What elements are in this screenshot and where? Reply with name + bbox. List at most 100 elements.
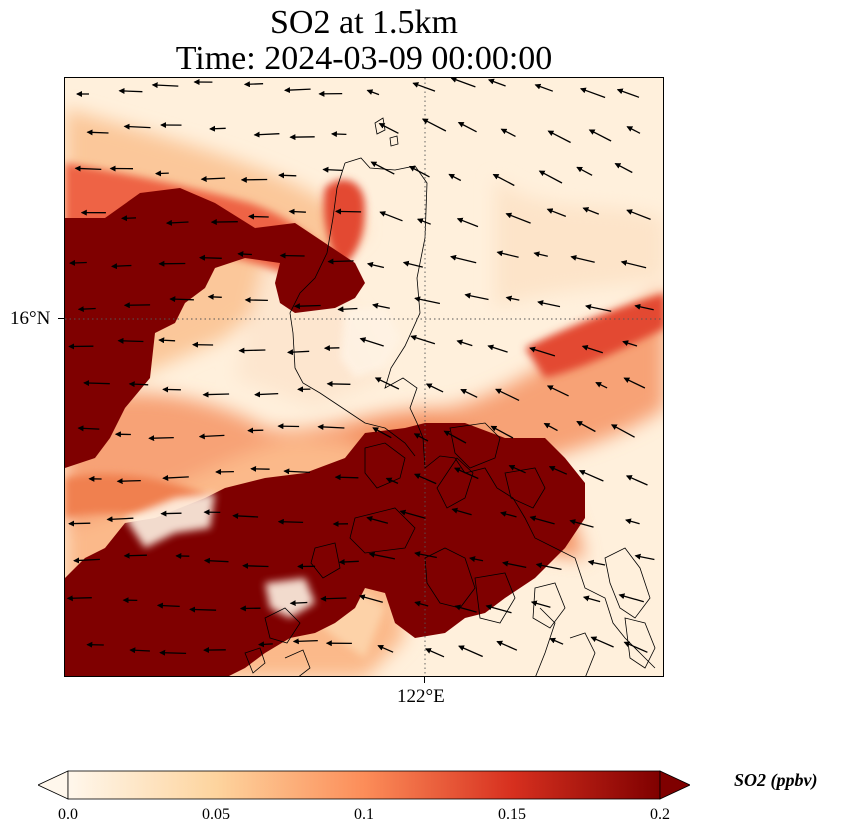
- wind-arrow: [366, 261, 385, 269]
- wind-arrow: [408, 165, 430, 178]
- wind-arrow: [587, 559, 606, 566]
- wind-arrow: [258, 641, 273, 648]
- so2-map-svg: [65, 78, 663, 676]
- wind-arrow: [464, 292, 489, 301]
- wind-arrow: [199, 254, 222, 261]
- wind-arrow: [288, 208, 306, 215]
- wind-arrow: [320, 595, 347, 602]
- wind-arrow: [244, 297, 268, 304]
- wind-arrow: [379, 211, 403, 222]
- wind-arrow: [569, 519, 594, 528]
- wind-arrow: [372, 427, 392, 439]
- wind-arrow: [121, 215, 137, 222]
- wind-arrow: [450, 254, 477, 264]
- wind-arrow: [129, 647, 150, 654]
- colorbar-tick-2: 0.1: [354, 806, 374, 823]
- wind-arrow: [458, 645, 483, 658]
- wind-arrow: [620, 260, 647, 269]
- colorbar-unit-label: SO2 (ppbv): [734, 770, 818, 790]
- wind-arrow: [626, 209, 651, 221]
- wind-arrow: [279, 252, 305, 259]
- wind-arrow: [412, 82, 436, 92]
- wind-arrow: [159, 649, 187, 656]
- wind-arrow: [334, 474, 359, 481]
- wind-arrow: [496, 640, 518, 651]
- wind-arrow: [189, 606, 217, 613]
- wind-arrow: [505, 212, 531, 224]
- wind-arrow: [399, 509, 426, 519]
- wind-arrow: [634, 553, 655, 561]
- wind-arrow: [377, 644, 394, 653]
- wind-arrow: [460, 388, 478, 398]
- wind-arrow: [155, 170, 169, 177]
- map-title: SO2 at 1.5km: [270, 4, 458, 41]
- map-time-subtitle: Time: 2024-03-09 00:00:00: [175, 40, 553, 77]
- wind-arrow: [248, 213, 269, 220]
- wind-arrow: [616, 88, 640, 98]
- wind-arrow: [278, 172, 297, 179]
- wind-arrow: [289, 600, 308, 607]
- wind-arrow: [203, 557, 229, 564]
- colorbar-tick-4: 0.2: [650, 806, 670, 823]
- wind-arrow: [207, 293, 222, 300]
- wind-arrow: [534, 83, 554, 92]
- wind-arrow: [414, 551, 437, 559]
- wind-arrow: [588, 129, 612, 142]
- wind-arrow: [277, 518, 304, 525]
- wind-arrow: [576, 420, 596, 433]
- wind-arrow: [496, 250, 519, 258]
- wind-arrow: [625, 518, 640, 525]
- so2-map: [64, 77, 664, 677]
- wind-arrow: [581, 344, 603, 354]
- wind-arrow: [454, 604, 477, 613]
- wind-arrow: [337, 306, 358, 313]
- so2-pale-gaps: [125, 308, 400, 618]
- wind-arrow: [508, 464, 526, 474]
- wind-arrow: [372, 302, 390, 309]
- wind-arrow: [73, 557, 100, 564]
- wind-arrow: [253, 131, 280, 138]
- wind-arrow: [202, 391, 230, 398]
- wind-arrow: [317, 423, 345, 430]
- wind-arrow: [487, 78, 506, 87]
- wind-arrow: [548, 465, 568, 475]
- wind-arrow: [374, 377, 400, 390]
- wind-arrow: [232, 512, 259, 519]
- wind-arrow: [547, 130, 571, 144]
- so2-high-concentration-plumes: [65, 188, 585, 676]
- wind-arrow: [625, 475, 648, 486]
- wind-arrow: [425, 383, 444, 393]
- wind-arrow: [148, 435, 174, 442]
- wind-arrow: [335, 208, 362, 215]
- wind-arrow: [595, 382, 608, 389]
- wind-arrow: [634, 303, 654, 311]
- wind-arrow: [456, 217, 479, 228]
- wind-arrow: [66, 595, 92, 602]
- colorbar-gradient: [67, 770, 661, 800]
- wind-arrow: [546, 208, 567, 218]
- wind-arrow: [414, 600, 429, 607]
- wind-arrow: [582, 207, 600, 215]
- wind-arrow: [533, 251, 548, 258]
- wind-arrow: [242, 562, 269, 569]
- colorbar-extend-min: [37, 770, 69, 800]
- colorbar-extend-max: [659, 770, 691, 800]
- lat-tick: [58, 318, 64, 319]
- wind-arrow: [457, 121, 477, 133]
- wind-arrow: [623, 641, 648, 653]
- wind-arrow: [156, 602, 180, 609]
- wind-arrow: [128, 381, 149, 388]
- wind-arrow: [292, 638, 318, 645]
- wind-arrow: [492, 173, 515, 187]
- colorbar-tick-0: 0.0: [58, 806, 78, 823]
- wind-arrow: [505, 295, 520, 302]
- wind-arrow: [366, 516, 389, 524]
- wind-arrow: [537, 300, 561, 308]
- wind-arrow: [151, 82, 179, 89]
- wind-arrow: [450, 78, 476, 88]
- wind-vectors: [66, 78, 655, 658]
- wind-arrow: [385, 477, 399, 484]
- wind-arrow: [500, 128, 516, 137]
- wind-arrow: [326, 380, 351, 387]
- wind-arrow: [585, 304, 612, 312]
